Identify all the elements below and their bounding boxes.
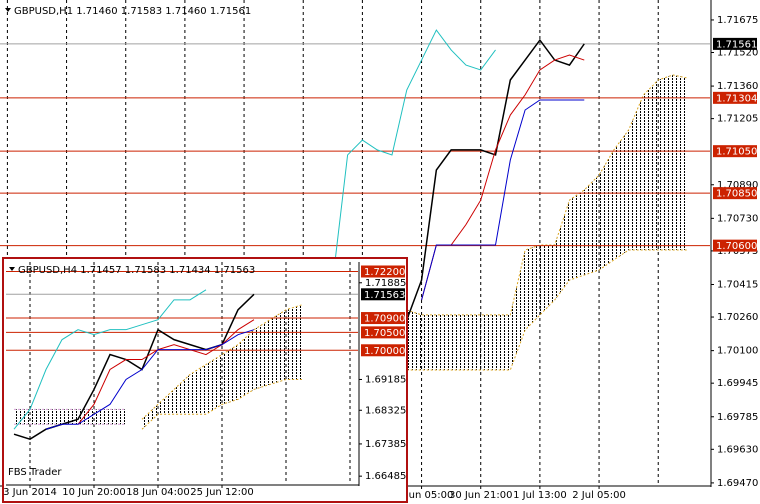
cloud-edge — [406, 249, 688, 371]
level-label: 1.71563 — [364, 290, 405, 301]
price-line — [13, 289, 207, 430]
price-line — [77, 319, 255, 425]
price-line — [421, 99, 585, 301]
level-label: 1.71050 — [716, 147, 757, 158]
watermark: FBS Trader — [8, 467, 62, 478]
menu-arrow — [5, 8, 11, 12]
y-tick-label: 1.69785 — [717, 412, 758, 423]
x-tick-label: 30 Jun 21:00 — [449, 490, 513, 501]
cloud — [14, 409, 126, 425]
y-tick-label: 1.70890 — [717, 180, 758, 191]
cloud — [406, 74, 688, 370]
y-tick-label: 1.69185 — [365, 374, 406, 385]
menu-arrow — [9, 267, 15, 271]
h4-inset-chart: 1.71885 1.69185 1.68325 1.67385 1.66485 1.722… — [3, 262, 406, 498]
y-tick-label: 1.69945 — [717, 378, 758, 389]
level-label-box — [361, 288, 405, 301]
level-label: 1.70850 — [716, 189, 757, 200]
level-label: 1.70000 — [364, 346, 405, 357]
level-label-box — [361, 312, 405, 325]
level-label-box — [713, 187, 757, 200]
x-tick-label: 10 Jun 20:00 — [62, 487, 126, 498]
cloud-edge — [141, 378, 302, 430]
y-tick-label: 1.71360 — [717, 81, 758, 92]
x-tick-label: 1 Jul 13:00 — [513, 490, 567, 501]
y-tick-label: 1.71885 — [365, 278, 406, 289]
y-tick-label: 1.70415 — [717, 279, 758, 290]
y-tick-label: 1.70260 — [717, 312, 758, 323]
y-tick-label: 1.71205 — [717, 114, 758, 125]
y-tick-label: 1.71520 — [717, 47, 758, 58]
chart-title: GBPUSD,H4 1.71457 1.71583 1.71434 1.7156… — [18, 265, 255, 276]
x-tick-label: 3 Jun 2014 — [3, 487, 57, 498]
x-tick-label: 30 Jun 05:00 — [390, 490, 454, 501]
price-line — [332, 29, 496, 281]
cloud-edge — [406, 74, 688, 316]
level-label: 1.70600 — [716, 241, 757, 252]
level-label-box — [361, 344, 405, 357]
y-tick-label: 1.66485 — [365, 471, 406, 482]
cloud — [142, 304, 302, 430]
chart-title: GBPUSD,H1 1.71460 1.71583 1.71460 1.7156… — [14, 6, 251, 17]
level-label: 1.70500 — [364, 328, 405, 339]
level-label: 1.72200 — [364, 267, 405, 278]
y-tick-label: 1.70730 — [717, 213, 758, 224]
y-tick-label: 1.67385 — [365, 439, 406, 450]
x-tick-label: 2 Jul 05:00 — [572, 490, 626, 501]
y-tick-label: 1.70100 — [717, 346, 758, 357]
y-tick-label: 1.68325 — [365, 405, 406, 416]
x-tick-label: 25 Jun 12:00 — [190, 487, 254, 498]
y-tick-label: 1.71675 — [717, 15, 758, 26]
level-label: 1.70900 — [364, 314, 405, 325]
level-label-box — [713, 91, 757, 104]
cloud-edge — [141, 304, 303, 420]
level-label-box — [361, 326, 405, 339]
level-label: 1.71304 — [716, 93, 757, 104]
y-tick-label: 1.69630 — [717, 444, 758, 455]
price-line — [45, 329, 255, 430]
x-tick-label: 18 Jun 04:00 — [126, 487, 190, 498]
level-label: 1.71561 — [716, 39, 757, 50]
level-label-box — [361, 265, 405, 278]
level-label-box — [713, 239, 757, 252]
level-label-box — [713, 37, 757, 50]
y-tick-label: 1.69470 — [717, 478, 758, 489]
level-label-box — [713, 145, 757, 158]
